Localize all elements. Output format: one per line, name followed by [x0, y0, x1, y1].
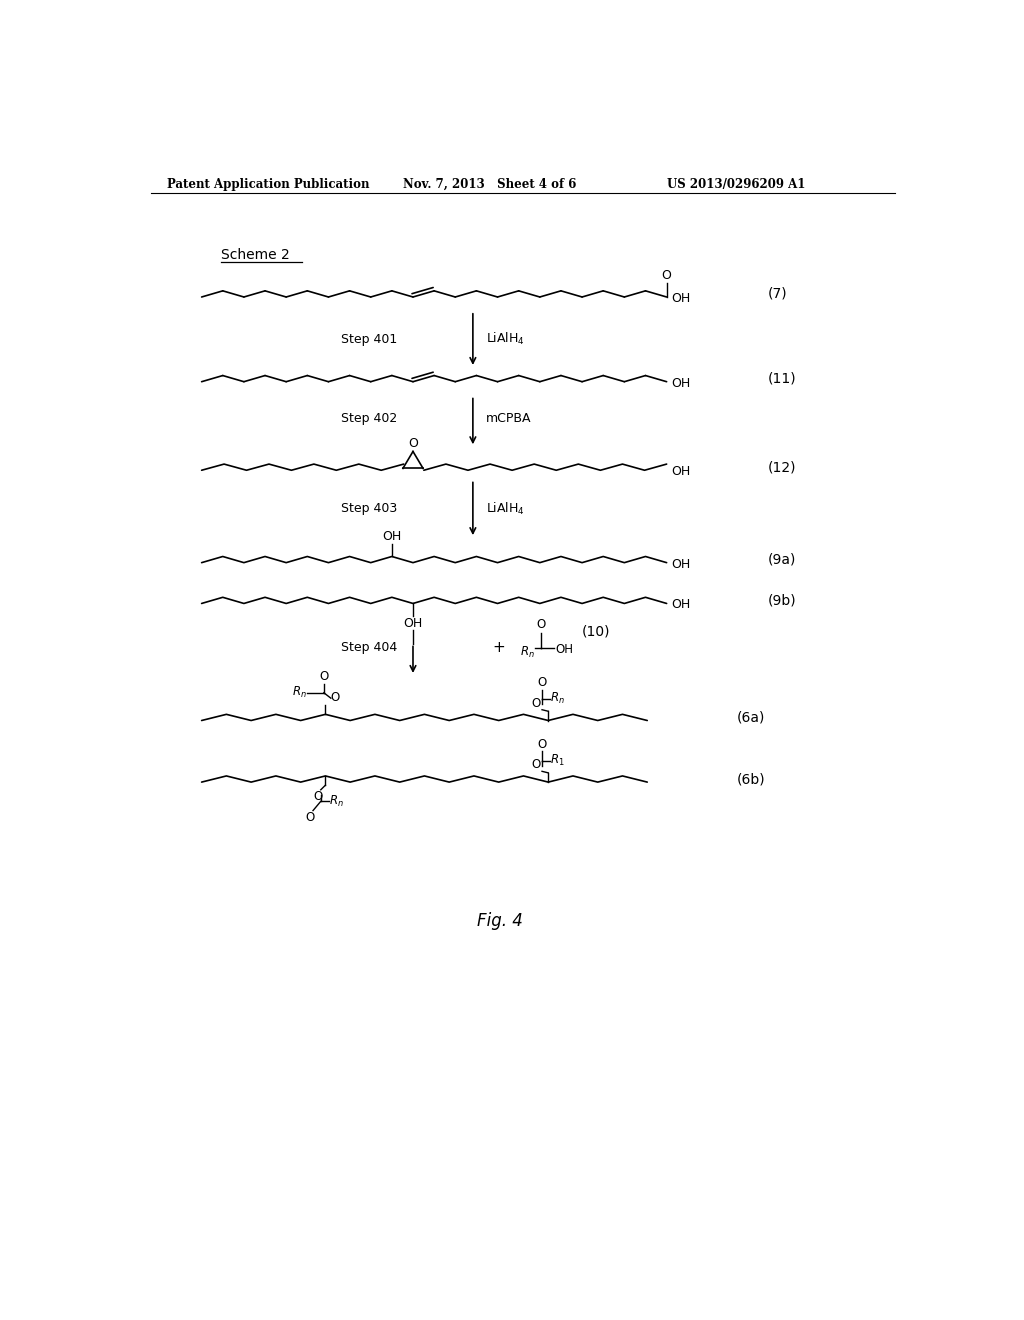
- Text: Nov. 7, 2013   Sheet 4 of 6: Nov. 7, 2013 Sheet 4 of 6: [403, 178, 577, 190]
- Text: $R_n$: $R_n$: [520, 645, 535, 660]
- Text: (12): (12): [767, 461, 796, 474]
- Text: OH: OH: [672, 292, 690, 305]
- Text: OH: OH: [672, 598, 690, 611]
- Text: $R_n$: $R_n$: [550, 692, 564, 706]
- Text: Scheme 2: Scheme 2: [221, 248, 290, 261]
- Text: O: O: [662, 268, 672, 281]
- Text: O: O: [319, 669, 329, 682]
- Text: (9a): (9a): [767, 553, 796, 566]
- Text: Patent Application Publication: Patent Application Publication: [167, 178, 370, 190]
- Text: (10): (10): [582, 624, 610, 639]
- Text: O: O: [305, 810, 314, 824]
- Text: O: O: [313, 789, 323, 803]
- Text: (6b): (6b): [736, 772, 765, 785]
- Text: O: O: [537, 618, 546, 631]
- Text: (9b): (9b): [767, 594, 796, 607]
- Text: Step 403: Step 403: [341, 502, 397, 515]
- Text: OH: OH: [672, 376, 690, 389]
- Text: OH: OH: [403, 618, 423, 631]
- Text: OH: OH: [672, 557, 690, 570]
- Text: (11): (11): [767, 372, 796, 385]
- Text: (6a): (6a): [736, 710, 765, 725]
- Text: OH: OH: [555, 643, 573, 656]
- Text: Step 404: Step 404: [341, 640, 397, 653]
- Text: LiAlH$_4$: LiAlH$_4$: [486, 331, 525, 347]
- Text: O: O: [538, 738, 547, 751]
- Text: (7): (7): [767, 286, 787, 301]
- Text: LiAlH$_4$: LiAlH$_4$: [486, 500, 525, 517]
- Text: Step 401: Step 401: [341, 333, 397, 346]
- Text: O: O: [531, 697, 541, 710]
- Text: O: O: [538, 676, 547, 689]
- Text: $R_n$: $R_n$: [329, 793, 343, 809]
- Text: O: O: [331, 690, 340, 704]
- Text: Step 402: Step 402: [341, 412, 397, 425]
- Text: O: O: [408, 437, 418, 450]
- Text: mCPBA: mCPBA: [486, 412, 531, 425]
- Text: OH: OH: [382, 529, 401, 543]
- Text: O: O: [531, 758, 541, 771]
- Text: OH: OH: [672, 465, 690, 478]
- Text: Fig. 4: Fig. 4: [477, 912, 523, 929]
- Text: US 2013/0296209 A1: US 2013/0296209 A1: [667, 178, 805, 190]
- Text: $R_n$: $R_n$: [292, 685, 307, 701]
- Text: +: +: [493, 640, 505, 655]
- Text: $R_1$: $R_1$: [550, 752, 564, 768]
